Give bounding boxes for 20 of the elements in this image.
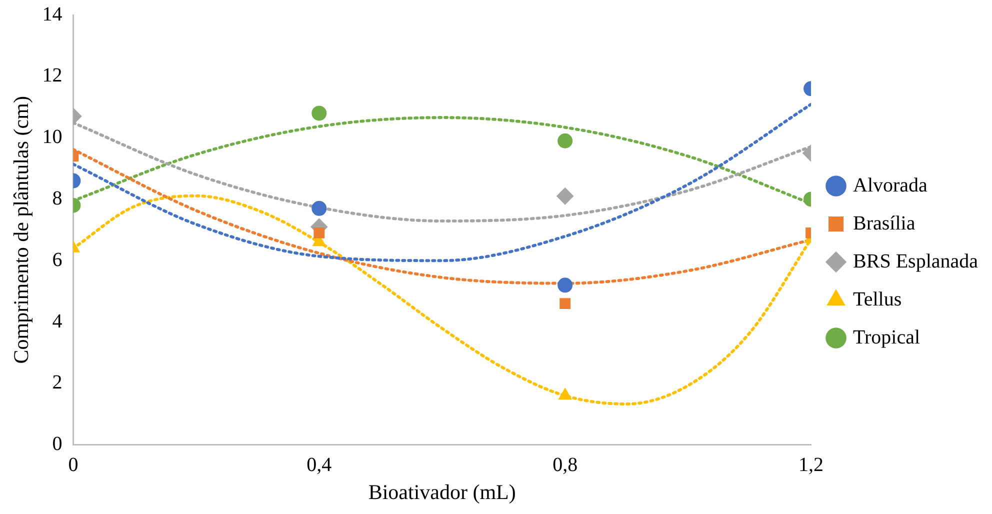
y-tick-label: 8 xyxy=(52,187,62,210)
x-tick-label: 0,8 xyxy=(552,454,578,476)
y-tick-label: 14 xyxy=(42,3,62,26)
y-tick-label: 6 xyxy=(52,248,62,271)
legend-label: Tropical xyxy=(853,326,920,348)
y-tick-label: 10 xyxy=(42,126,62,148)
legend-label: Tellus xyxy=(853,288,902,310)
x-tick-label: 0 xyxy=(68,454,78,476)
line-series xyxy=(73,102,812,262)
y-axis-title: Comprimento de plântulas (cm) xyxy=(9,96,34,364)
x-tick-label: 1,2 xyxy=(798,454,824,476)
y-tick-label: 0 xyxy=(52,433,62,456)
y-tick-label: 2 xyxy=(52,372,62,394)
legend-label: Brasília xyxy=(853,212,916,234)
x-axis-title: Bioativador (mL) xyxy=(368,480,516,504)
y-tick-label: 12 xyxy=(42,64,62,87)
legend-label: Alvorada xyxy=(853,174,928,196)
legend-label: BRS Esplanada xyxy=(853,250,978,272)
x-tick-label: 0,4 xyxy=(306,454,332,476)
y-tick-label: 4 xyxy=(52,310,62,332)
